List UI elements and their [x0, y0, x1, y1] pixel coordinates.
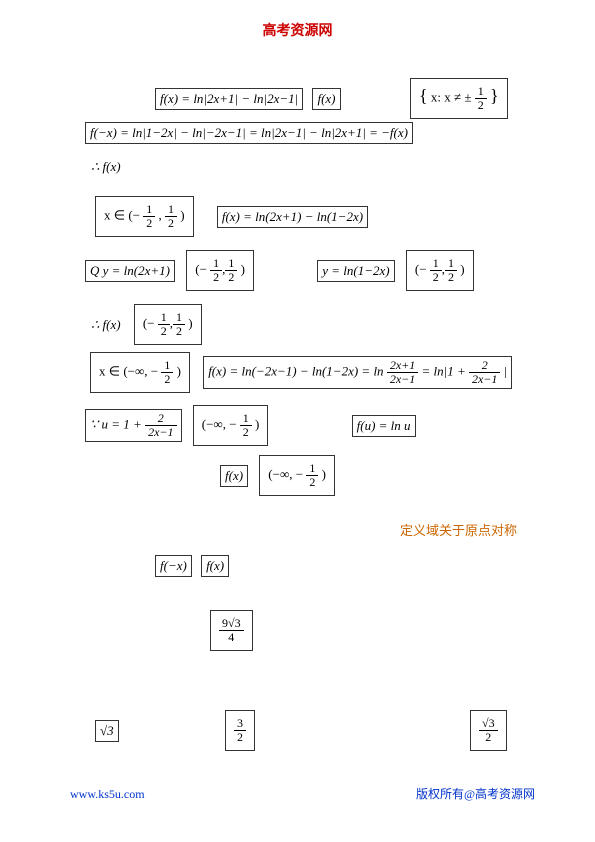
red-note: 定义域关于原点对称	[400, 523, 517, 538]
frac-half-4a1: 1 2	[143, 203, 155, 230]
expr-11b: f(x)	[201, 555, 229, 577]
frac-12: 9√3 4	[219, 617, 244, 644]
line-13-c: √3 2	[470, 710, 507, 751]
frac-7b1: 2x+1 2x−1	[387, 359, 418, 386]
page: 高考资源网 f(x) = ln|2x+1| − ln|2x−1| f(x) { …	[0, 0, 595, 842]
frac-half-5b1: 1 2	[210, 257, 222, 284]
footer-left: www.ks5u.com	[70, 787, 145, 802]
interval-7a: x ∈ (−∞, − 1 2 )	[90, 352, 190, 393]
frac-8a: 2 2x−1	[145, 412, 176, 439]
expr-8c: f(u) = ln u	[352, 415, 416, 437]
line-6: ∴ f(x) (− 1 2 , 1 2 )	[85, 304, 202, 345]
expr-fx-def: f(x) = ln|2x+1| − ln|2x−1|	[155, 88, 303, 110]
interval-6b: (− 1 2 , 1 2 )	[134, 304, 202, 345]
line-10: 定义域关于原点对称	[400, 520, 517, 539]
frac-half-5b2: 1 2	[225, 257, 237, 284]
expr-11a: f(−x)	[155, 555, 192, 577]
line-9: f(x) (−∞, − 1 2 )	[220, 455, 335, 496]
frac-half: 1 2	[475, 85, 487, 112]
line-13-b: 3 2	[225, 710, 255, 751]
expr-8a: ∵ u = 1 + 2 2x−1	[85, 409, 182, 442]
line-3: ∴ f(x)	[85, 158, 127, 175]
sqrt-3: √3	[95, 720, 119, 742]
frac-half-8b: 1 2	[240, 412, 252, 439]
page-header: 高考资源网	[0, 20, 595, 40]
frac-half-4a2: 1 2	[165, 203, 177, 230]
line-11: f(−x) f(x)	[155, 555, 229, 577]
line-8: ∵ u = 1 + 2 2x−1 (−∞, − 1 2 ) f(u) = ln …	[85, 405, 416, 446]
domain-text: x: x ≠ ±	[431, 90, 472, 105]
interval-8b: (−∞, − 1 2 )	[193, 405, 269, 446]
line-4: x ∈ (− 1 2 , 1 2 ) f(x) = ln(2x+1) − ln(…	[95, 196, 368, 237]
frac-half-7a: 1 2	[161, 359, 173, 386]
expr-fx: f(x)	[312, 88, 340, 110]
footer-right: 版权所有@高考资源网	[416, 785, 535, 802]
frac-half-6b1: 1 2	[158, 311, 170, 338]
frac-half-6b2: 1 2	[173, 311, 185, 338]
frac-half-9b: 1 2	[306, 462, 318, 489]
line-5: Q y = ln(2x+1) (− 1 2 , 1 2 ) y = ln(1−2…	[85, 250, 474, 291]
footer-url[interactable]: www.ks5u.com	[70, 787, 145, 801]
frac-13c: √3 2	[479, 717, 498, 744]
line-2: f(−x) = ln|1−2x| − ln|−2x−1| = ln|2x−1| …	[85, 122, 413, 144]
frac-den: 2	[475, 99, 487, 112]
therefore-6a: ∴ f(x)	[91, 317, 121, 333]
line-1-domain: { x: x ≠ ± 1 2 }	[410, 78, 508, 119]
expr-9a: f(x)	[220, 465, 248, 487]
domain-set: { x: x ≠ ± 1 2 }	[410, 78, 508, 119]
frac-half-5d2: 1 2	[445, 257, 457, 284]
expr-5c: y = ln(1−2x)	[317, 260, 394, 282]
footer-copyright: 版权所有@高考资源网	[416, 787, 535, 801]
interval-4a-suffix: )	[180, 208, 184, 223]
expr-f-neg-x: f(−x) = ln|1−2x| − ln|−2x−1| = ln|2x−1| …	[85, 122, 413, 144]
therefore-fx: ∴ f(x)	[91, 159, 121, 175]
frac-7b2: 2 2x−1	[469, 359, 500, 386]
frac-12-box: 9√3 4	[210, 610, 253, 651]
line-1: f(x) = ln|2x+1| − ln|2x−1| f(x)	[155, 88, 341, 110]
interval-9b: (−∞, − 1 2 )	[259, 455, 335, 496]
line-12: 9√3 4	[210, 610, 253, 651]
frac-13b: 3 2	[234, 717, 246, 744]
interval-4a: x ∈ (− 1 2 , 1 2 )	[95, 196, 194, 237]
line-13-a: √3	[95, 720, 119, 742]
expr-7b: f(x) = ln(−2x−1) − ln(1−2x) = ln 2x+1 2x…	[203, 356, 512, 389]
line-7: x ∈ (−∞, − 1 2 ) f(x) = ln(−2x−1) − ln(1…	[90, 352, 512, 393]
interval-4a-prefix: x ∈ (−	[104, 208, 140, 223]
interval-5b: (− 1 2 , 1 2 )	[186, 250, 254, 291]
frac-num: 1	[475, 85, 487, 99]
header-title: 高考资源网	[263, 24, 333, 39]
frac-13c-box: √3 2	[470, 710, 507, 751]
frac-half-5d1: 1 2	[430, 257, 442, 284]
expr-4b: f(x) = ln(2x+1) − ln(1−2x)	[217, 206, 368, 228]
expr-5a: Q y = ln(2x+1)	[85, 260, 175, 282]
frac-13b-box: 3 2	[225, 710, 255, 751]
interval-5d: (− 1 2 , 1 2 )	[406, 250, 474, 291]
